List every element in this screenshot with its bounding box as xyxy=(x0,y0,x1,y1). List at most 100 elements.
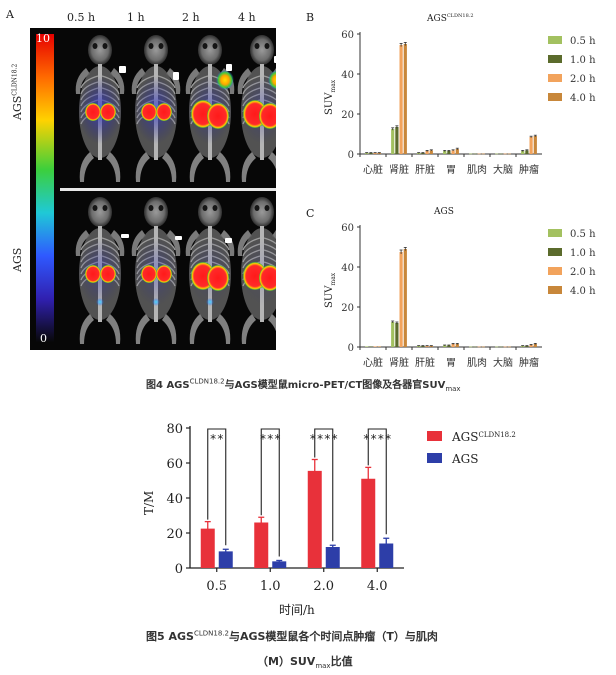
bar xyxy=(455,344,459,347)
legend-label: 2.0 h xyxy=(570,267,596,278)
mouse-hindlimb xyxy=(216,152,231,182)
mouse-hindlimb xyxy=(79,152,94,182)
significance-label: **** xyxy=(309,432,338,446)
legend-label: 4.0 h xyxy=(570,93,596,104)
bar xyxy=(503,346,507,348)
x-tick-label: 肾脏 xyxy=(389,163,409,176)
mouse-eye xyxy=(158,205,164,211)
bar xyxy=(369,346,373,347)
x-tick-label: 肝脏 xyxy=(415,356,435,369)
bar xyxy=(481,346,485,348)
mouse-eye xyxy=(148,205,154,211)
colorbar-min-label: 0 xyxy=(40,332,47,345)
mouse-head xyxy=(144,35,168,65)
row-label-bottom: AGS xyxy=(11,247,24,272)
bar xyxy=(521,151,525,154)
bar xyxy=(469,153,473,155)
legend-swatch xyxy=(548,55,562,63)
significance-bracket xyxy=(260,428,280,557)
y-tick-label: 60 xyxy=(341,223,354,234)
mouse-forelimb xyxy=(272,230,276,240)
chart-b-title: AGSCLDN18.2 xyxy=(427,13,474,24)
x-tick-label: 肾脏 xyxy=(389,356,409,369)
mouse-scan xyxy=(237,35,276,182)
y-tick-label: 20 xyxy=(166,527,183,542)
bar xyxy=(451,150,455,154)
mouse-scan xyxy=(75,197,125,344)
row-label-top: AGSCLDN18.2 xyxy=(11,63,24,120)
legend-label-main: AGS xyxy=(451,430,478,444)
significance-bracket xyxy=(314,428,334,542)
mouse-forelimb xyxy=(166,68,181,94)
bar xyxy=(469,346,473,348)
timepoint-label: 0.5 h xyxy=(67,11,96,24)
chart-b-organ-suv: 0 20 40 60 心脏 肾脏 肝脏胃肌肉 大脑 肿瘤 0.5 h 1.0 h 2.0 h 4.0 h xyxy=(341,30,596,176)
bar xyxy=(507,346,511,348)
bar xyxy=(525,346,529,347)
bar xyxy=(403,44,407,154)
bar xyxy=(529,345,533,347)
mouse-hindlimb xyxy=(268,314,276,332)
marker-object xyxy=(121,234,129,238)
x-tick-label: 肝脏 xyxy=(415,163,435,176)
mouse-eye xyxy=(202,43,208,49)
bar xyxy=(477,153,481,155)
bar xyxy=(325,547,340,568)
bar xyxy=(395,127,399,154)
bar xyxy=(443,151,447,154)
mouse-head xyxy=(250,35,274,65)
panel-c-letter: C xyxy=(306,207,315,220)
legend-swatch xyxy=(548,267,562,275)
marker-object xyxy=(175,236,182,240)
bar xyxy=(455,149,459,154)
bar xyxy=(473,153,477,155)
mouse-eye xyxy=(264,205,270,211)
marker-object xyxy=(173,72,179,80)
fig5-xlabel: 时间/h xyxy=(279,603,315,617)
mouse-eye xyxy=(264,43,270,49)
bar xyxy=(429,150,433,154)
mouse-forelimb xyxy=(110,68,125,94)
mouse-eye xyxy=(148,43,154,49)
x-tick-label: 心脏 xyxy=(363,356,383,369)
legend-swatch xyxy=(548,74,562,82)
x-tick-label: 1.0 xyxy=(260,579,281,594)
legend-swatch xyxy=(548,93,562,101)
bar xyxy=(533,344,537,347)
bar xyxy=(481,153,485,155)
timepoint-label: 2 h xyxy=(182,11,200,24)
mouse-eye xyxy=(202,205,208,211)
bar xyxy=(447,345,451,347)
marker-object xyxy=(225,238,232,243)
figure5-caption-line2: （M）SUVmax比值 xyxy=(257,655,353,671)
mouse-eye xyxy=(254,43,260,49)
x-tick-label: 肿瘤 xyxy=(519,356,539,369)
y-tick-label: 0 xyxy=(175,562,183,577)
legend-swatch xyxy=(548,286,562,294)
mouse-eye xyxy=(92,205,98,211)
y-tick-label: 60 xyxy=(166,457,183,472)
bar xyxy=(365,153,369,154)
bar xyxy=(373,153,377,154)
kidney-uptake xyxy=(100,265,116,283)
bar xyxy=(443,345,447,347)
significance-bracket xyxy=(207,428,227,546)
kidney-uptake xyxy=(85,265,101,283)
legend-label: 1.0 h xyxy=(570,55,596,66)
bar xyxy=(495,346,499,348)
mouse-forelimb xyxy=(75,230,90,256)
bar xyxy=(495,153,499,155)
mouse-hindlimb xyxy=(79,314,94,344)
mouse-head xyxy=(250,197,274,227)
x-tick-label: 大脑 xyxy=(493,163,513,176)
figure4-caption: 图4 AGSCLDN18.2与AGS模型鼠micro-PET/CT图像及各器官S… xyxy=(146,377,461,393)
tumor-uptake xyxy=(216,70,234,90)
bar xyxy=(377,346,381,347)
bar xyxy=(521,346,525,347)
bar xyxy=(477,346,481,348)
pet-ct-image-panel: 10 0 xyxy=(30,28,276,350)
x-tick-label: 2.0 xyxy=(313,579,334,594)
bar xyxy=(307,470,322,568)
x-tick-label: 肌肉 xyxy=(467,163,487,176)
legend-label-main: AGS xyxy=(451,452,478,466)
